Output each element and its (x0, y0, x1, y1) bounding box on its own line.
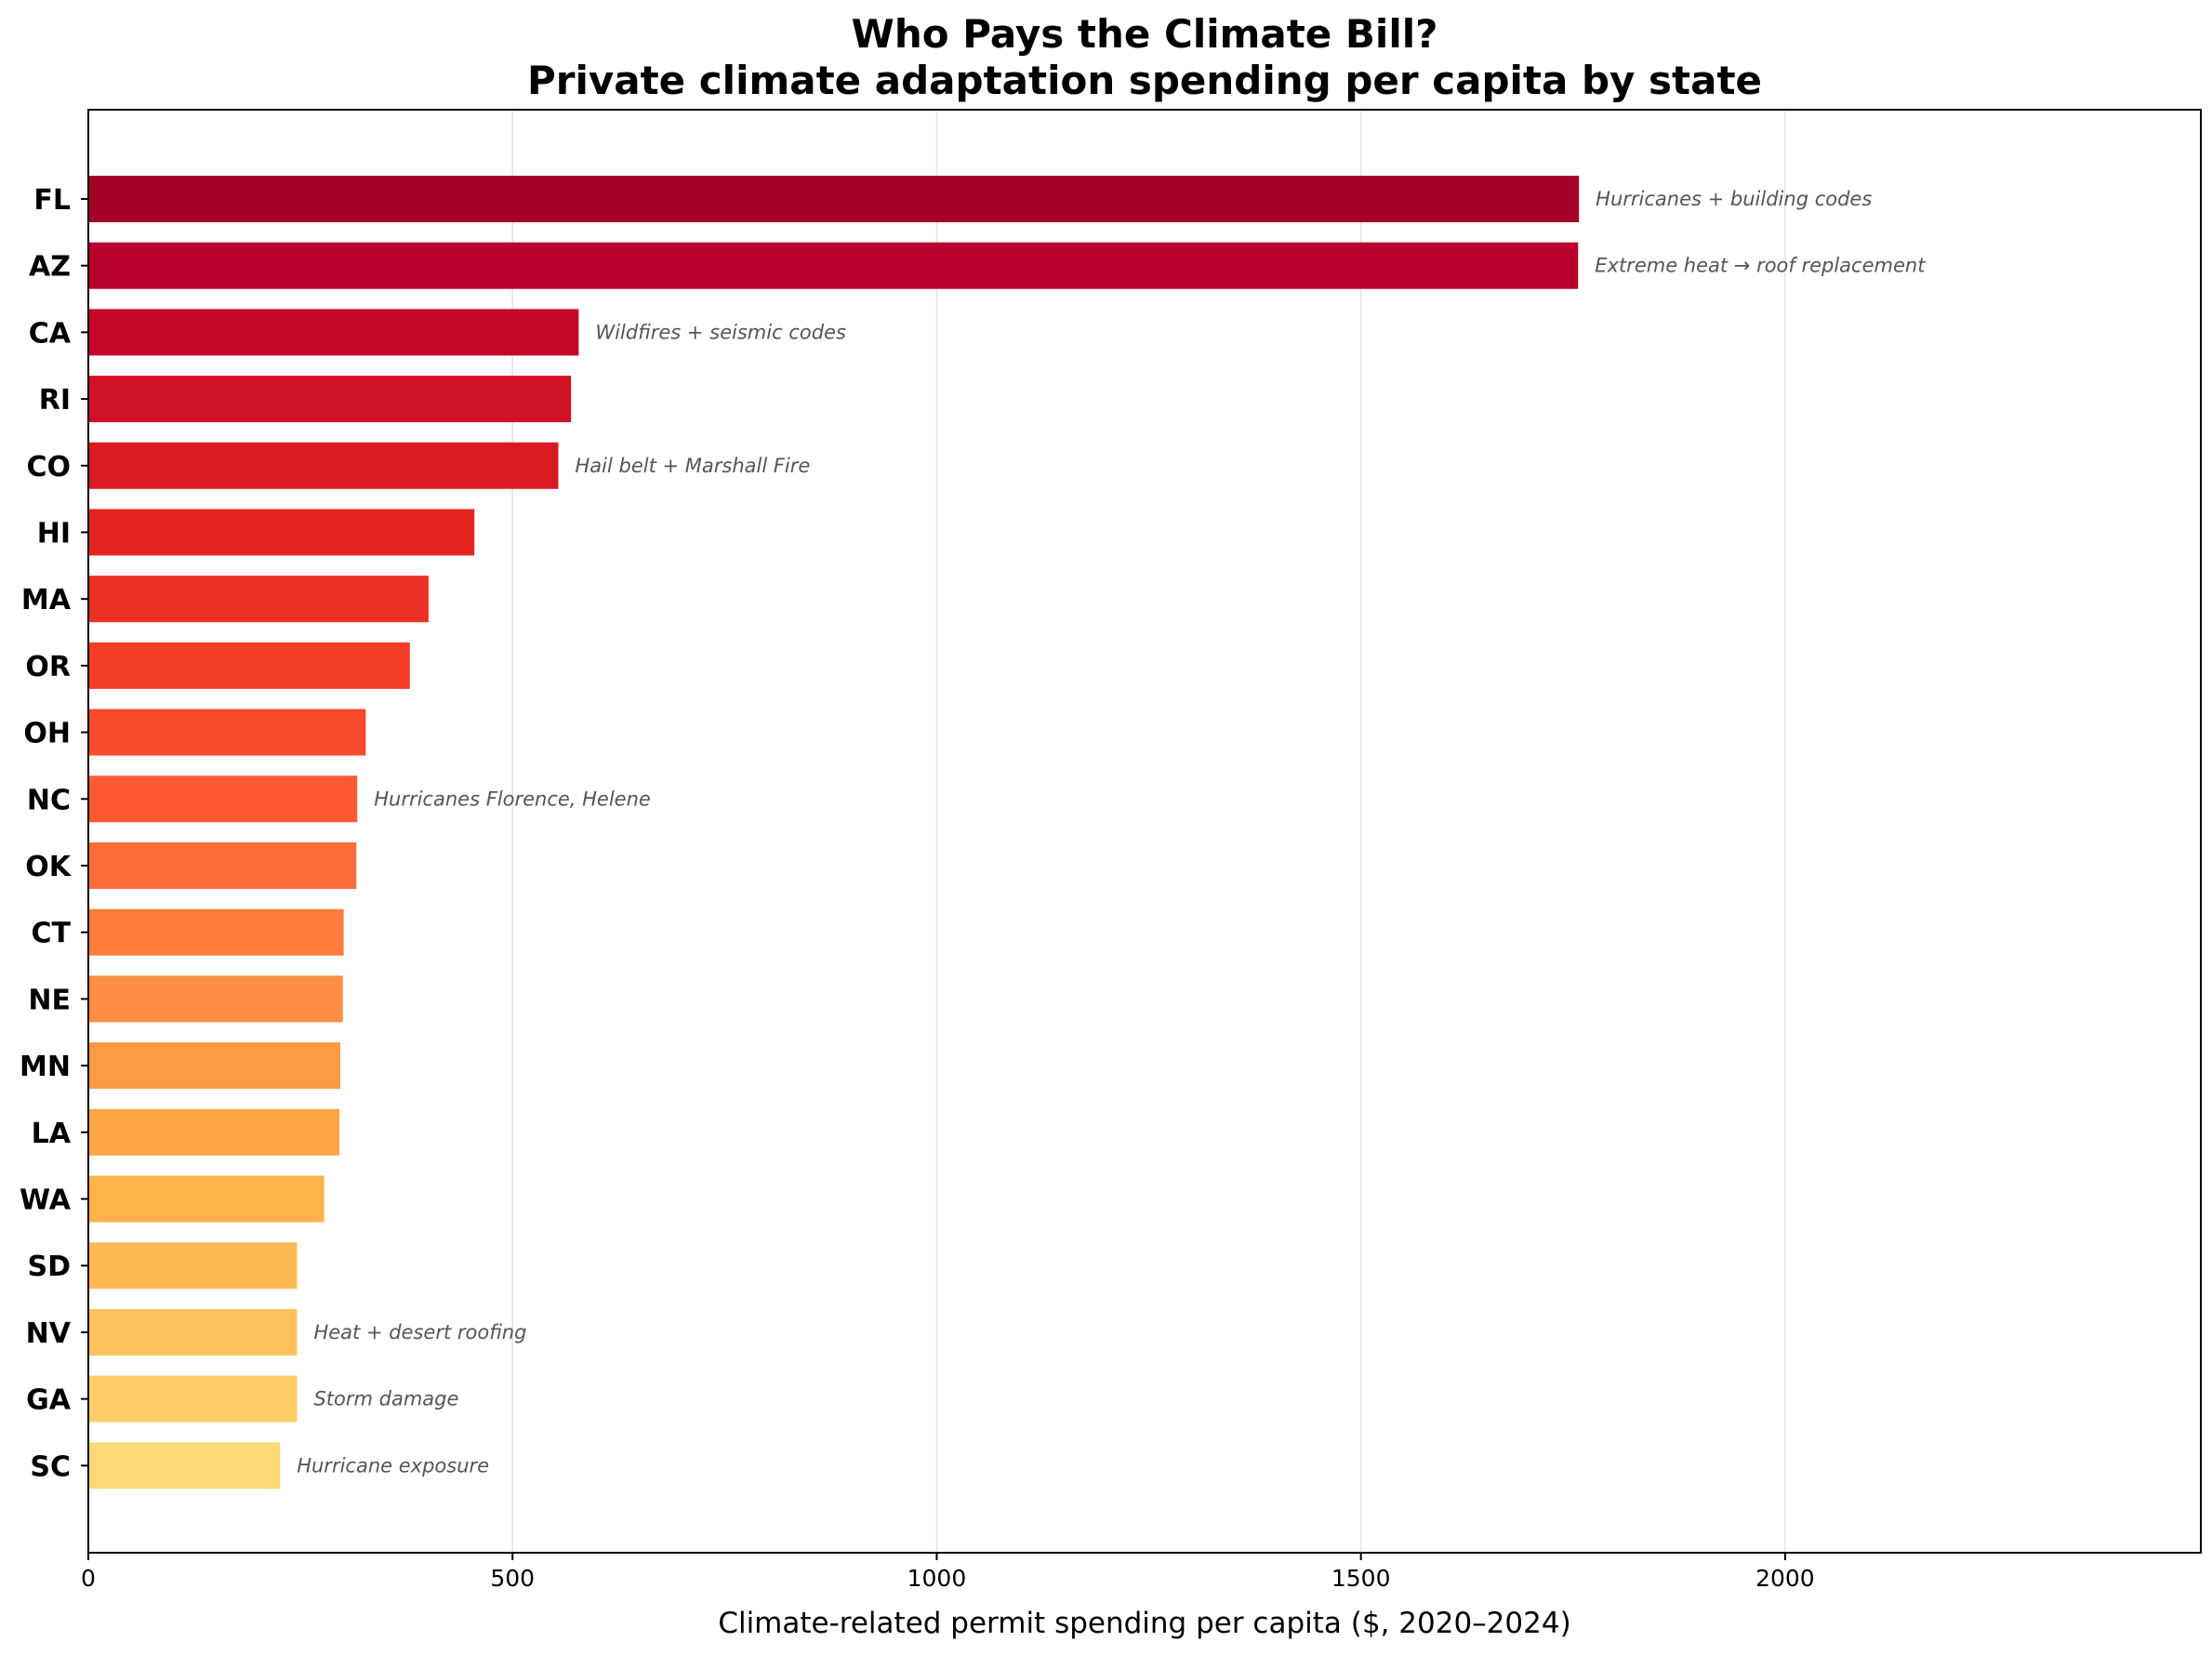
y-tick-label: SC (30, 1450, 71, 1483)
y-tick-label: CA (29, 317, 72, 350)
y-tick-label: FL (33, 184, 71, 217)
chart-title: Who Pays the Climate Bill? (852, 11, 1438, 57)
y-tick-label: SD (27, 1251, 71, 1283)
bar-hi (88, 509, 475, 556)
annotations: Hurricanes + building codes Extreme heat … (297, 188, 1926, 1476)
annotation-nv: Heat + desert roofing (313, 1321, 526, 1344)
y-tick-label: NV (26, 1317, 72, 1350)
x-tick-label: 1000 (907, 1565, 967, 1592)
bar-ma (88, 576, 429, 623)
annotation-sc: Hurricane exposure (297, 1454, 489, 1476)
bar-fl (88, 176, 1580, 222)
bar-oh (88, 708, 366, 756)
x-axis: 0 500 1000 1500 2000 (81, 1553, 1815, 1592)
y-tick-label: WA (20, 1185, 72, 1217)
x-tick-label: 2000 (1755, 1565, 1815, 1592)
bar-ca (88, 309, 579, 356)
annotation-ca: Wildfires + seismic codes (595, 321, 846, 343)
annotation-az: Extreme heat → roof replacement (1595, 255, 1926, 277)
y-tick-label: NC (27, 784, 71, 816)
bar-sd (88, 1242, 298, 1290)
y-tick-label: MN (20, 1051, 71, 1083)
bar-mn (88, 1042, 340, 1090)
bar-nc (88, 775, 358, 823)
bar-sc (88, 1442, 281, 1490)
y-tick-label: RI (39, 384, 71, 417)
bar-or (88, 642, 410, 689)
y-tick-label: LA (32, 1118, 72, 1150)
annotation-ga: Storm damage (313, 1388, 458, 1410)
bar-ct (88, 908, 344, 956)
y-tick-label: NE (28, 984, 71, 1016)
x-tick-label: 500 (490, 1565, 535, 1592)
bar-wa (88, 1175, 325, 1223)
chart-subtitle: Private climate adaptation spending per … (527, 58, 1762, 103)
y-tick-label: CT (32, 918, 72, 950)
bar-ok (88, 842, 357, 889)
y-tick-label: OK (25, 851, 73, 883)
annotation-fl: Hurricanes + building codes (1596, 188, 1872, 210)
plot-frame (87, 109, 2202, 1554)
bar-ga (88, 1375, 298, 1423)
y-tick-label: OH (23, 718, 71, 750)
bar-nv (88, 1308, 298, 1356)
x-tick-label: 1500 (1331, 1565, 1391, 1592)
bar-co (88, 442, 559, 489)
x-axis-label: Climate-related permit spending per capi… (718, 1607, 1570, 1640)
annotation-co: Hail belt + Marshall Fire (575, 455, 810, 477)
bar-az (88, 242, 1579, 289)
y-tick-label: CO (26, 451, 71, 483)
y-tick-label: OR (25, 651, 71, 683)
x-tick-label: 0 (81, 1565, 96, 1592)
y-tick-label: MA (21, 584, 72, 616)
y-tick-label: GA (26, 1384, 72, 1417)
y-tick-label: AZ (29, 251, 71, 284)
bar-ri (88, 376, 572, 423)
bar-ne (88, 975, 343, 1023)
bar-series (88, 176, 1580, 1490)
y-axis: FL AZ CA RI CO HI MA OR OH NC OK CT NE MN LA WA SD NV GA SC (20, 184, 88, 1483)
bar-la (88, 1108, 340, 1156)
y-tick-label: HI (37, 518, 71, 550)
annotation-nc: Hurricanes Florence, Helene (374, 788, 651, 810)
